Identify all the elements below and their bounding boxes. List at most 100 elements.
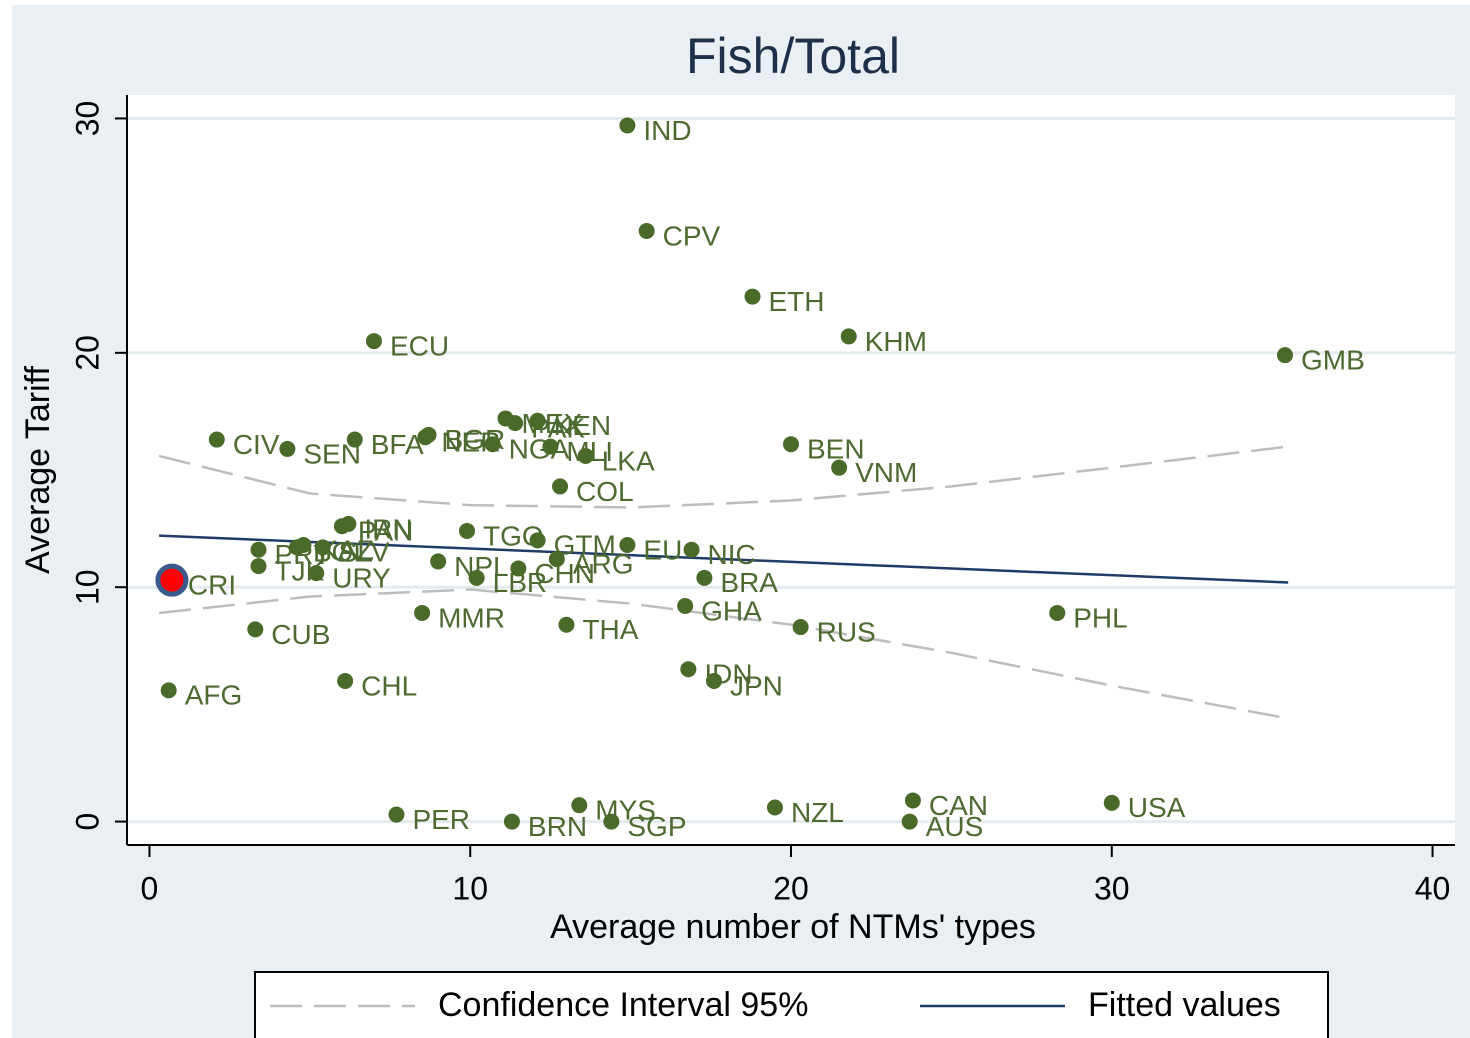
x-axis-label: Average number of NTMs' types — [550, 908, 1036, 946]
x-tick-label: 10 — [452, 870, 488, 906]
point-label: CAN — [929, 790, 988, 821]
point-label: IRN — [364, 513, 412, 544]
point — [337, 672, 354, 689]
point-label: PHL — [1073, 602, 1127, 633]
point — [577, 447, 594, 464]
point-label: MMR — [438, 602, 505, 633]
point — [247, 621, 264, 638]
point-label: GMB — [1301, 345, 1365, 376]
point — [840, 328, 857, 345]
point — [365, 333, 382, 350]
point-label: URY — [332, 563, 391, 594]
point — [250, 541, 267, 558]
point-label: AFG — [185, 680, 243, 711]
y-tick-label: 10 — [69, 569, 105, 605]
point — [510, 560, 527, 577]
point-label: NGA — [509, 434, 570, 465]
point — [744, 288, 761, 305]
point-label: COL — [576, 476, 634, 507]
point — [677, 597, 694, 614]
point-label: KHM — [865, 326, 927, 357]
point — [552, 478, 569, 495]
legend-label: Fitted values — [1088, 986, 1281, 1024]
legend-label: Confidence Interval 95% — [438, 986, 808, 1024]
x-tick-label: 40 — [1415, 870, 1451, 906]
y-tick-label: 0 — [69, 813, 105, 831]
point-label: BRN — [528, 811, 587, 842]
point — [1049, 604, 1066, 621]
point-label: KEN — [554, 410, 612, 441]
point — [619, 117, 636, 134]
legend — [254, 971, 1329, 1038]
point-label: RUS — [817, 616, 876, 647]
point-label: JPN — [730, 670, 783, 701]
point — [346, 431, 363, 448]
point-label: PER — [412, 804, 470, 835]
point — [558, 616, 575, 633]
chart-title: Fish/Total — [686, 28, 900, 84]
point — [904, 792, 921, 809]
point-label: NIC — [708, 539, 756, 570]
point — [831, 459, 848, 476]
point — [340, 515, 357, 532]
point-label: CHN — [534, 558, 595, 589]
point-label: EU — [643, 534, 682, 565]
y-axis-label: Average Tariff — [19, 365, 57, 573]
point-label: CRI — [188, 570, 236, 601]
point — [783, 436, 799, 453]
point — [279, 440, 296, 457]
point-label: ETH — [769, 286, 825, 317]
x-tick-label: 0 — [141, 870, 159, 906]
point-label: SLV — [339, 537, 390, 568]
point-label: PAN — [358, 516, 414, 547]
point — [683, 541, 700, 558]
point — [414, 604, 431, 621]
point — [901, 813, 918, 830]
point — [619, 537, 636, 553]
point-label: BFA — [371, 429, 424, 460]
y-tick-label: 20 — [69, 335, 105, 371]
point-label: ARG — [573, 548, 634, 579]
point — [208, 431, 225, 448]
point — [1276, 347, 1293, 364]
point-label: BRA — [720, 567, 778, 598]
point — [529, 532, 546, 549]
point — [529, 412, 546, 429]
ci-line — [158, 588, 1289, 720]
point-label: SGP — [627, 811, 686, 842]
ci-line — [158, 445, 1289, 509]
point — [696, 569, 713, 586]
point — [507, 415, 524, 432]
point-label: THA — [582, 614, 638, 645]
plot-area — [127, 95, 1455, 845]
point-label: BEN — [807, 434, 865, 465]
point — [792, 619, 809, 636]
y-tick-label: 30 — [69, 101, 105, 137]
point — [638, 222, 655, 239]
point-label: GHA — [701, 595, 762, 626]
point-label: CPV — [663, 220, 721, 251]
point — [295, 537, 312, 553]
point-label: LKA — [602, 445, 655, 476]
x-tick-label: 20 — [773, 870, 809, 906]
point-label: CIV — [233, 429, 280, 460]
point-label: USA — [1128, 792, 1186, 823]
fit-line — [159, 534, 1289, 584]
point — [766, 799, 783, 816]
point — [1103, 794, 1120, 811]
point — [503, 813, 520, 830]
point — [484, 436, 501, 453]
point — [155, 563, 189, 597]
point — [430, 553, 447, 570]
point-label: CHL — [361, 670, 417, 701]
point — [548, 551, 565, 568]
point — [468, 569, 485, 586]
point — [420, 426, 437, 443]
point-label: ECU — [390, 330, 449, 361]
point — [706, 672, 723, 689]
point — [571, 797, 588, 814]
point — [680, 661, 697, 678]
point — [314, 539, 331, 556]
